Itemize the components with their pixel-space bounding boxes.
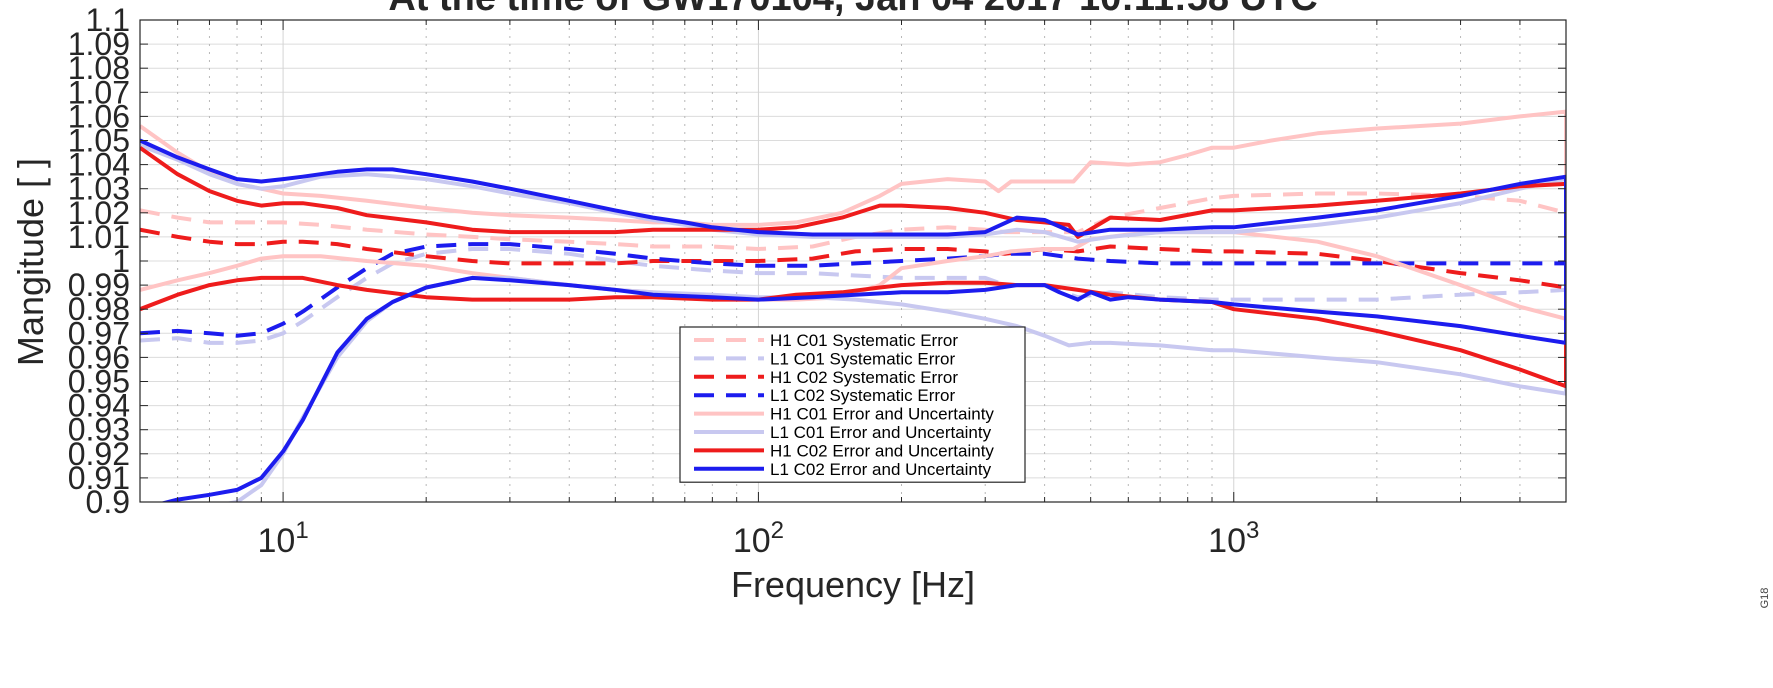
x-axis-title: Frequency [Hz] <box>731 564 975 605</box>
legend-entry: L1 C02 Error and Uncertainty <box>770 460 992 479</box>
series-line-8 <box>140 138 1566 502</box>
series-line-3 <box>140 227 1566 290</box>
series-line-2 <box>140 247 1566 345</box>
legend-box <box>679 326 1026 483</box>
y-tick-label: 0.9 <box>86 484 130 520</box>
y-axis-ticks: 0.90.910.920.930.940.950.960.970.980.991… <box>68 2 1566 520</box>
legend-entry: L1 C01 Systematic Error <box>770 349 956 368</box>
y-tick-label: 0.98 <box>68 291 130 327</box>
series-line-1 <box>140 191 1566 251</box>
y-tick-label: 0.96 <box>68 339 130 375</box>
chart-title: At the time of GW170104, Jan 04 2017 10:… <box>388 0 1317 19</box>
x-tick-label: 103 <box>1208 517 1259 560</box>
series-layer <box>140 109 1566 502</box>
legend-entry: H1 C02 Error and Uncertainty <box>770 441 994 460</box>
legend-entry: L1 C02 Systematic Error <box>770 386 956 405</box>
y-tick-label: 1 <box>112 243 130 279</box>
y-tick-label: 1.1 <box>86 2 130 38</box>
y-tick-label: 0.95 <box>68 364 130 400</box>
y-tick-label: 0.91 <box>68 460 130 496</box>
y-tick-label: 1.05 <box>68 123 130 159</box>
series-line-7 <box>140 146 1566 389</box>
y-tick-label: 1.01 <box>68 219 130 255</box>
legend-entry: L1 C01 Error and Uncertainty <box>770 423 992 442</box>
legend-entry: H1 C02 Systematic Error <box>770 368 958 387</box>
legend-entry: H1 C01 Error and Uncertainty <box>770 405 994 424</box>
y-tick-label: 1.03 <box>68 171 130 207</box>
side-note: G18 <box>1759 588 1771 609</box>
y-tick-label: 0.97 <box>68 315 130 351</box>
x-tick-label: 102 <box>733 517 784 560</box>
x-axis-ticks: 101 102 103 <box>139 20 1567 560</box>
series-line-4 <box>140 242 1566 338</box>
legend-entry: H1 C01 Systematic Error <box>770 331 958 350</box>
y-tick-label: 1.06 <box>68 98 130 134</box>
y-tick-label: 0.92 <box>68 436 130 472</box>
y-axis-title: Mangitude [ ] <box>10 158 51 366</box>
y-tick-label: 1.07 <box>68 74 130 110</box>
y-tick-label: 0.94 <box>68 388 130 424</box>
y-tick-label: 0.93 <box>68 412 130 448</box>
y-tick-label: 0.99 <box>68 267 130 303</box>
y-tick-label: 1.08 <box>68 50 130 86</box>
y-tick-label: 1.09 <box>68 26 130 62</box>
x-tick-label: 101 <box>257 517 308 560</box>
y-tick-label: 1.02 <box>68 195 130 231</box>
y-tick-label: 1.04 <box>68 147 130 183</box>
